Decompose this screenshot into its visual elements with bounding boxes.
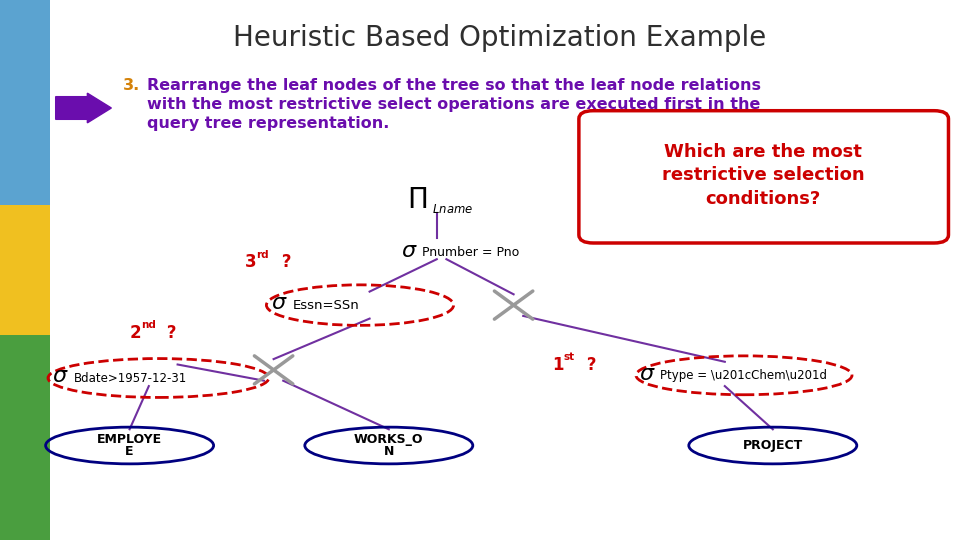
Text: EMPLOYE: EMPLOYE: [97, 433, 162, 446]
Text: ?: ?: [276, 253, 292, 271]
Text: PROJECT: PROJECT: [743, 439, 803, 452]
Bar: [0, 205, 50, 335]
FancyArrow shape: [56, 93, 111, 123]
Bar: [0, 0, 50, 205]
Text: $\sigma$: $\sigma$: [53, 366, 69, 387]
Text: $_{Lname}$: $_{Lname}$: [432, 198, 473, 216]
Text: $\sigma$: $\sigma$: [639, 363, 656, 384]
Text: N: N: [384, 446, 394, 458]
Text: ?: ?: [161, 323, 177, 341]
Text: Pnumber = Pno: Pnumber = Pno: [422, 246, 519, 259]
Text: $\sigma$: $\sigma$: [272, 293, 288, 314]
Text: with the most restrictive select operations are executed first in the: with the most restrictive select operati…: [147, 97, 760, 112]
Text: query tree representation.: query tree representation.: [147, 116, 389, 131]
Bar: [0, 335, 50, 540]
Text: WORKS_O: WORKS_O: [354, 433, 423, 446]
Text: 1: 1: [552, 356, 564, 374]
Text: 3.: 3.: [123, 78, 140, 93]
Text: $\sigma$: $\sigma$: [401, 241, 418, 261]
Text: $\Pi$: $\Pi$: [407, 186, 427, 214]
Text: ?: ?: [581, 356, 596, 374]
Text: 3: 3: [245, 253, 256, 271]
Text: 2: 2: [130, 323, 141, 341]
FancyBboxPatch shape: [579, 111, 948, 243]
Text: rd: rd: [256, 249, 269, 260]
Text: E: E: [126, 446, 133, 458]
Text: Heuristic Based Optimization Example: Heuristic Based Optimization Example: [232, 24, 766, 52]
Text: nd: nd: [141, 320, 156, 330]
Text: Rearrange the leaf nodes of the tree so that the leaf node relations: Rearrange the leaf nodes of the tree so …: [147, 78, 761, 93]
Text: Which are the most
restrictive selection
conditions?: Which are the most restrictive selection…: [661, 143, 865, 208]
Text: Ptype = \u201cChem\u201d: Ptype = \u201cChem\u201d: [660, 369, 828, 382]
Text: st: st: [564, 352, 575, 362]
Text: Bdate>1957-12-31: Bdate>1957-12-31: [74, 372, 187, 384]
Text: Essn=SSn: Essn=SSn: [293, 299, 360, 312]
